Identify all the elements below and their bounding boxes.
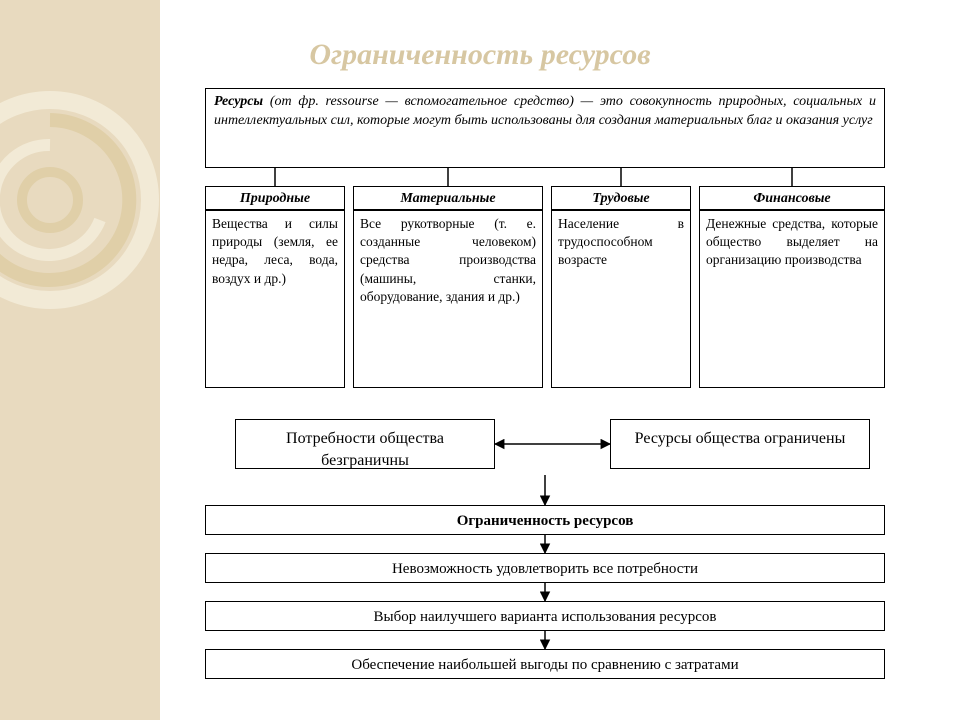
mid-box-needs: Потребности общества безграничны	[235, 419, 495, 469]
chain-box-0: Ограниченность ресурсов	[205, 505, 885, 535]
page-title: Ограниченность ресурсов	[0, 38, 960, 72]
category-body-financial: Денежные средства, которые общество выде…	[699, 210, 885, 388]
category-body-natural: Вещества и силы природы (земля, ее недра…	[205, 210, 345, 388]
category-body-material: Все рукотворные (т. е. созданные человек…	[353, 210, 543, 388]
definition-rest: (от фр. ressourse — вспомогательное сред…	[214, 94, 876, 128]
diagram-content: Ограниченность ресурсов Ресурсы (от фр. …	[0, 0, 960, 720]
category-body-labor: Население в трудоспособном возрасте	[551, 210, 691, 388]
chain-box-1: Невозможность удовлетворить все потребно…	[205, 553, 885, 583]
category-head-financial: Финансовые	[699, 186, 885, 210]
category-head-natural: Природные	[205, 186, 345, 210]
category-head-labor: Трудовые	[551, 186, 691, 210]
definition-box: Ресурсы (от фр. ressourse — вспомогатель…	[205, 88, 885, 168]
chain-box-3: Обеспечение наибольшей выгоды по сравнен…	[205, 649, 885, 679]
mid-box-resources: Ресурсы общества ограничены	[610, 419, 870, 469]
definition-lead: Ресурсы	[214, 94, 263, 109]
chain-box-2: Выбор наилучшего варианта использования …	[205, 601, 885, 631]
category-head-material: Материальные	[353, 186, 543, 210]
